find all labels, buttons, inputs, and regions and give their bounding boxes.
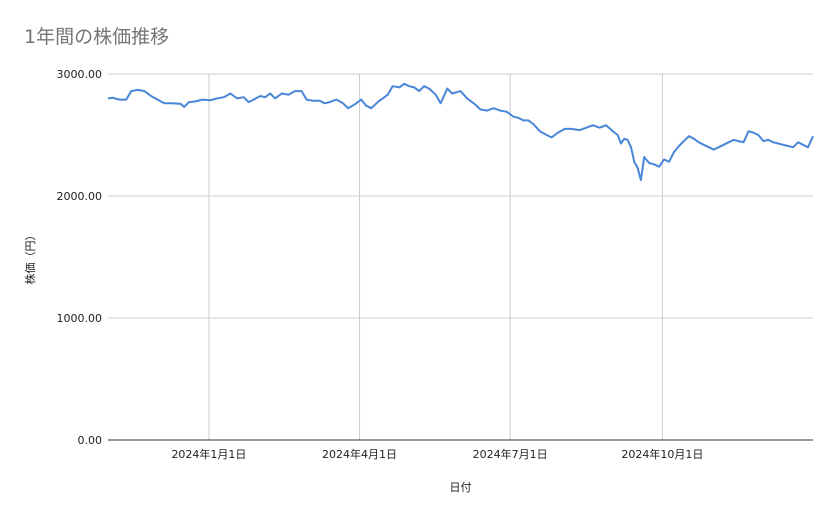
y-tick-label: 2000.00 bbox=[57, 190, 103, 203]
series-line bbox=[107, 82, 814, 182]
x-tick-label: 2024年7月1日 bbox=[473, 447, 548, 461]
x-tick-label: 2024年1月1日 bbox=[171, 447, 246, 461]
chart-title: 1年間の株価推移 bbox=[24, 26, 170, 48]
y-tick-label: 1000.00 bbox=[57, 312, 103, 325]
x-axis-title: 日付 bbox=[450, 481, 472, 494]
y-tick-label: 0.00 bbox=[78, 434, 103, 447]
x-axis-tick-labels: 2024年1月1日 2024年4月1日 2024年7月1日 2024年10月1日 bbox=[171, 447, 703, 461]
y-axis-title: 株価（円） bbox=[23, 230, 37, 285]
x-tick-label: 2024年4月1日 bbox=[322, 447, 397, 461]
y-axis-tick-labels: 0.00 1000.00 2000.00 3000.00 bbox=[57, 68, 103, 447]
y-tick-label: 3000.00 bbox=[57, 68, 103, 81]
x-tick-label: 2024年10月1日 bbox=[621, 447, 703, 461]
grid-lines bbox=[108, 73, 813, 440]
